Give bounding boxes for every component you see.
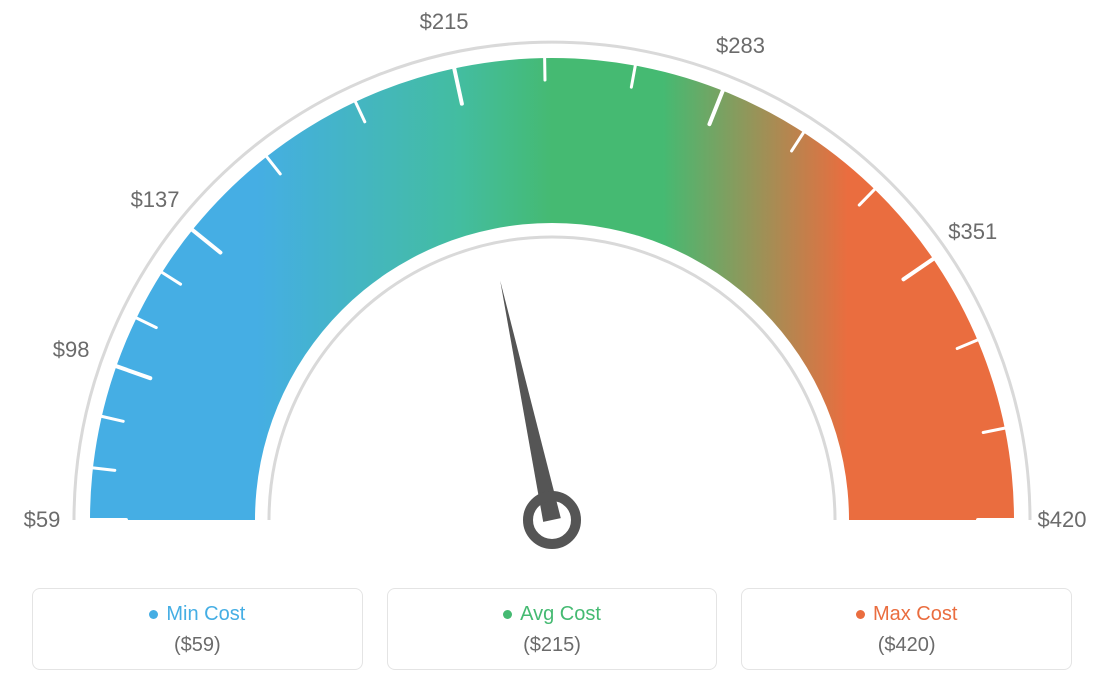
legend-row: Min Cost ($59) Avg Cost ($215) Max Cost ($420… (0, 588, 1104, 670)
gauge-colored-arc (90, 58, 1014, 520)
cost-gauge-chart: $59 $98 $137 $215 $283 $351 $420 Min Cost ($59)… (0, 0, 1104, 690)
tick-label: $351 (948, 219, 997, 245)
legend-value: ($420) (752, 634, 1061, 657)
legend-card-min: Min Cost ($59) (32, 588, 363, 670)
legend-dot-icon (149, 610, 158, 619)
legend-title: Min Cost (149, 603, 245, 626)
tick-label: $420 (1038, 507, 1087, 533)
legend-title-text: Min Cost (166, 603, 245, 626)
legend-card-avg: Avg Cost ($215) (387, 588, 718, 670)
legend-value: ($215) (398, 634, 707, 657)
legend-title-text: Max Cost (873, 603, 957, 626)
legend-value: ($59) (43, 634, 352, 657)
needle (500, 281, 561, 522)
legend-title: Avg Cost (503, 603, 601, 626)
tick-label: $98 (53, 337, 90, 363)
legend-title-text: Avg Cost (520, 603, 601, 626)
gauge-svg (0, 0, 1104, 570)
legend-title: Max Cost (856, 603, 957, 626)
tick-label: $59 (24, 507, 61, 533)
legend-card-max: Max Cost ($420) (741, 588, 1072, 670)
tick-label: $283 (716, 33, 765, 59)
gauge-area: $59 $98 $137 $215 $283 $351 $420 (0, 0, 1104, 570)
tick-label: $215 (420, 9, 469, 35)
legend-dot-icon (856, 610, 865, 619)
tick-label: $137 (131, 187, 180, 213)
legend-dot-icon (503, 610, 512, 619)
